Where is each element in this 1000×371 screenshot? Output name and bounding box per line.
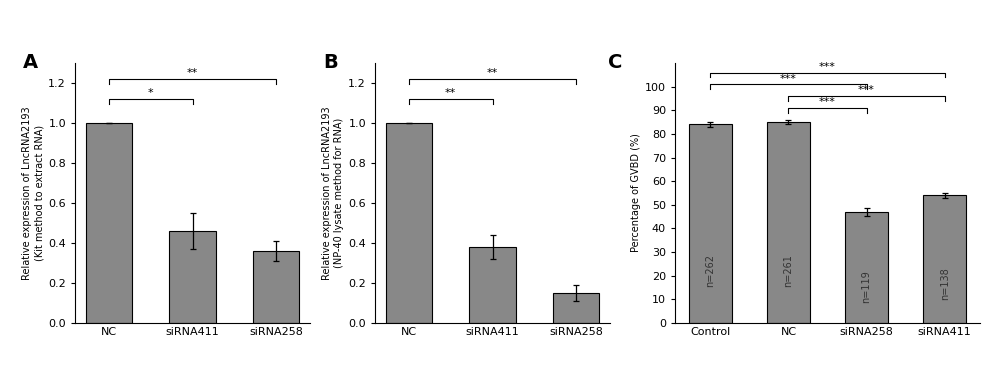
Text: n=261: n=261 bbox=[783, 254, 793, 287]
Text: C: C bbox=[608, 53, 622, 72]
Bar bbox=[169, 231, 216, 323]
Text: n=138: n=138 bbox=[940, 267, 950, 300]
Text: n=262: n=262 bbox=[705, 254, 715, 287]
Y-axis label: Percentage of GVBD (%): Percentage of GVBD (%) bbox=[631, 134, 641, 252]
Text: B: B bbox=[323, 53, 338, 72]
Y-axis label: Relative expression of LncRNA2193
(NP-40 lysate method for RNA): Relative expression of LncRNA2193 (NP-40… bbox=[322, 106, 344, 280]
Bar bbox=[253, 251, 299, 323]
Bar bbox=[767, 122, 810, 323]
Text: **: ** bbox=[187, 68, 198, 78]
Text: ***: *** bbox=[819, 97, 836, 107]
Text: **: ** bbox=[445, 88, 456, 98]
Text: *: * bbox=[148, 88, 153, 98]
Bar bbox=[386, 123, 432, 323]
Bar bbox=[86, 123, 132, 323]
Bar bbox=[469, 247, 516, 323]
Text: **: ** bbox=[487, 68, 498, 78]
Bar bbox=[923, 195, 966, 323]
Text: n=119: n=119 bbox=[862, 270, 872, 303]
Text: A: A bbox=[23, 53, 38, 72]
Text: ***: *** bbox=[780, 73, 797, 83]
Text: ***: *** bbox=[819, 62, 836, 72]
Text: ***: *** bbox=[858, 85, 875, 95]
Bar bbox=[689, 124, 732, 323]
Bar bbox=[845, 212, 888, 323]
Bar bbox=[553, 293, 599, 323]
Y-axis label: Relative expression of LncRNA2193
(Kit method to extract RNA): Relative expression of LncRNA2193 (Kit m… bbox=[22, 106, 44, 280]
